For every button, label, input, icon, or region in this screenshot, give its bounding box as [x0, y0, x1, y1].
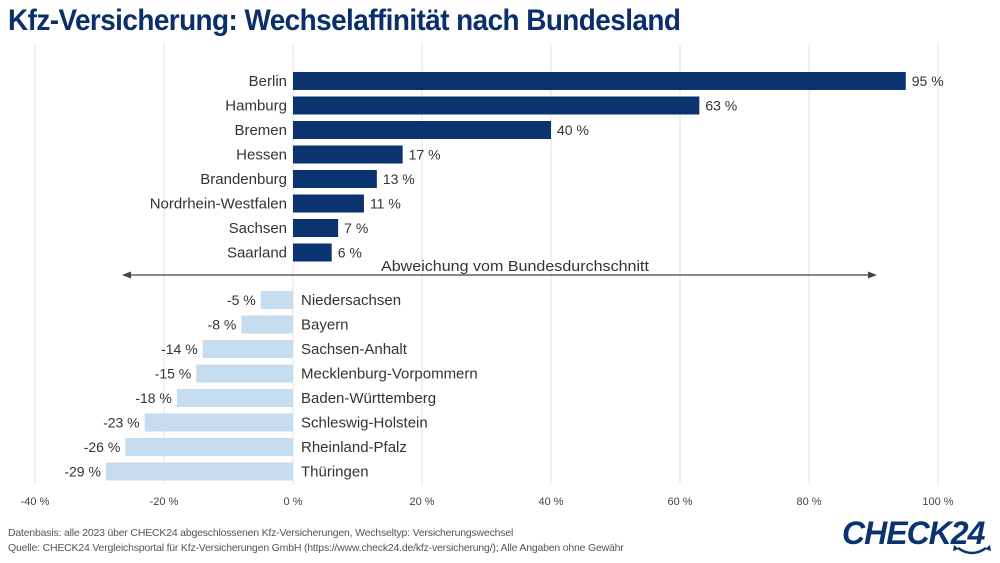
category-label: Thüringen [301, 464, 369, 481]
bar [293, 170, 377, 188]
category-label: Baden-Württemberg [301, 390, 436, 407]
category-label: Schleswig-Holstein [301, 415, 428, 432]
x-tick-label: 60 % [667, 496, 692, 508]
footnote-source: Quelle: CHECK24 Vergleichsportal für Kfz… [8, 542, 624, 554]
value-label: 6 % [338, 245, 362, 261]
category-label: Saarland [227, 245, 287, 262]
chart-title: Kfz-Versicherung: Wechselaffinität nach … [8, 4, 681, 37]
x-tick-label: 100 % [922, 496, 953, 508]
x-tick-label: 40 % [538, 496, 563, 508]
bar-chart: Berlin 95 % Hamburg 63 % Bremen 40 % Hessen 17 … [21, 44, 954, 508]
value-label: 95 % [912, 73, 944, 89]
arrow-right-icon [868, 271, 877, 279]
value-label: -18 % [135, 390, 172, 406]
category-label: Sachsen-Anhalt [301, 341, 408, 358]
value-label: 7 % [344, 220, 368, 236]
logo-smile-icon [957, 546, 987, 555]
category-label: Nordrhein-Westfalen [150, 196, 287, 213]
category-label: Brandenburg [200, 171, 287, 188]
value-label: -5 % [227, 292, 256, 308]
bar [176, 389, 293, 407]
deviation-arrow: Abweichung vom Bundesdurchschnitt [122, 258, 877, 279]
bar [241, 315, 293, 334]
category-label: Hamburg [225, 98, 287, 115]
footnote-data-basis: Datenbasis: alle 2023 über CHECK24 abges… [8, 527, 514, 539]
arrow-left-icon [122, 271, 131, 279]
bar [293, 145, 403, 164]
value-label: -26 % [84, 439, 121, 455]
x-tick-label: 20 % [409, 496, 434, 508]
bar [293, 243, 332, 262]
logo-arrow-left-icon [953, 545, 959, 551]
category-label: Rheinland-Pfalz [301, 439, 407, 456]
logo-arrow-right-icon [985, 545, 991, 551]
bar [293, 194, 364, 213]
x-tick-label: -40 % [21, 496, 50, 508]
category-label: Niedersachsen [301, 292, 401, 309]
bars: Berlin 95 % Hamburg 63 % Bremen 40 % Hessen 17 … [64, 72, 944, 481]
value-label: 11 % [370, 196, 401, 212]
x-tick-label: 0 % [284, 496, 303, 508]
value-label: 63 % [705, 98, 737, 114]
bar [293, 72, 906, 90]
logo-text: CHECK24 [842, 515, 986, 551]
value-label: 40 % [557, 122, 589, 138]
value-label: -15 % [155, 366, 192, 382]
bar [260, 291, 293, 309]
bar [293, 219, 339, 237]
x-axis-ticks: -40 % -20 % 0 % 20 % 40 % 60 % 80 % 100 % [21, 496, 954, 508]
bar [144, 413, 293, 432]
x-tick-label: -20 % [150, 496, 179, 508]
bar [293, 96, 700, 115]
value-label: 13 % [383, 171, 415, 187]
bar [202, 340, 293, 358]
bar [125, 438, 293, 456]
value-label: 17 % [409, 147, 441, 163]
value-label: -23 % [103, 415, 140, 431]
category-label: Sachsen [229, 220, 287, 237]
grid-lines [34, 44, 939, 484]
category-label: Mecklenburg-Vorpommern [301, 366, 478, 383]
bar [293, 121, 551, 139]
category-label: Hessen [236, 147, 287, 164]
category-label: Bremen [234, 122, 287, 139]
annotation-label: Abweichung vom Bundesdurchschnitt [381, 258, 650, 275]
bar [105, 462, 293, 481]
value-label: -14 % [161, 341, 198, 357]
check24-logo: CHECK24 [842, 515, 991, 555]
bar [196, 364, 293, 383]
value-label: -29 % [64, 464, 101, 480]
category-label: Bayern [301, 317, 349, 334]
x-tick-label: 80 % [796, 496, 821, 508]
value-label: -8 % [208, 317, 237, 333]
category-label: Berlin [249, 73, 287, 90]
